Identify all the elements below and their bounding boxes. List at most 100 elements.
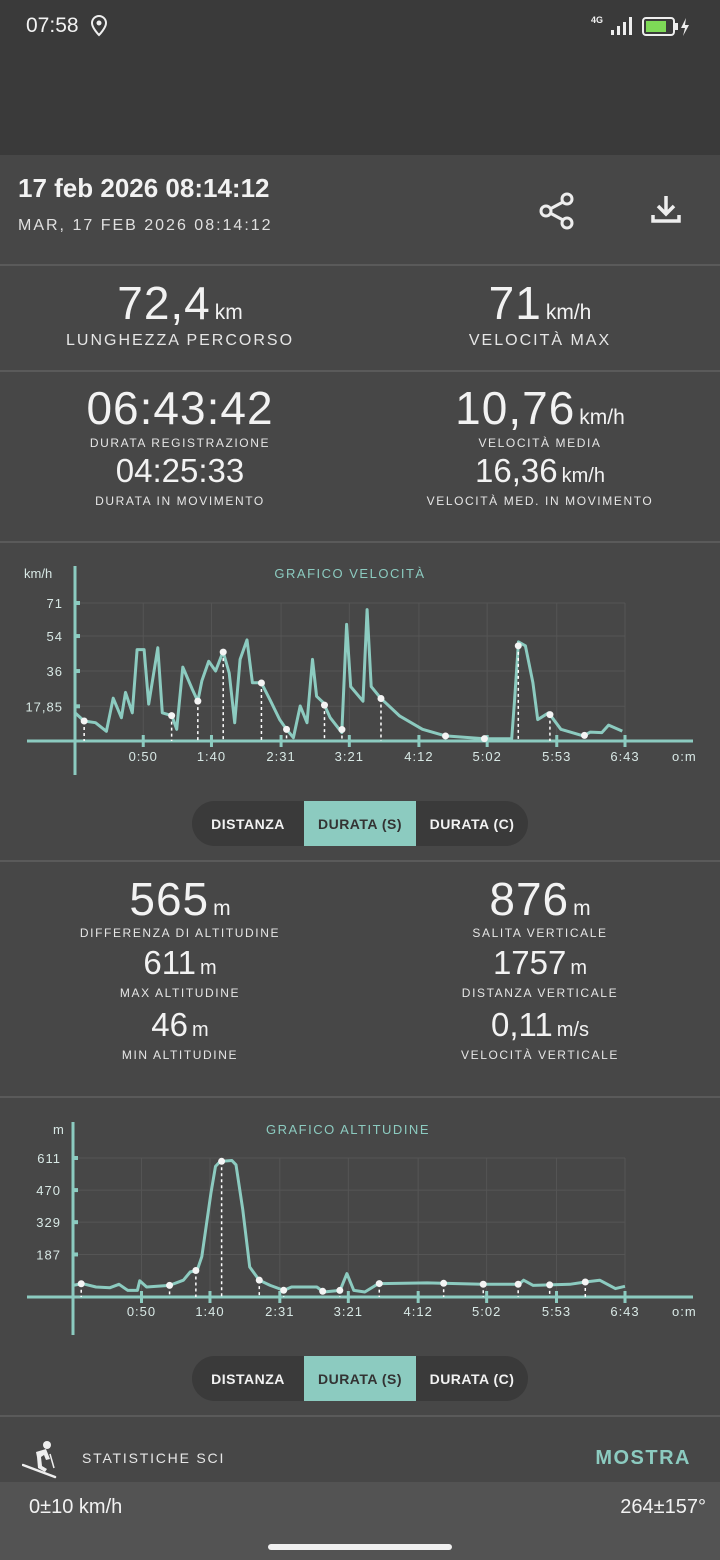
stat-unit: m/s [556,1019,589,1041]
x-axis-unit: o:m [672,749,697,764]
stat-value: 876 [489,873,570,925]
toggle-duration-s[interactable]: DURATA (S) [304,801,416,846]
data-marker [580,731,588,739]
stat-value: 0,11 [491,1006,553,1043]
x-tick-label: 5:53 [542,1304,571,1319]
stat-label: DURATA REGISTRAZIONE [89,436,271,450]
data-marker [546,1281,554,1289]
data-marker [283,725,291,733]
stat-length: 72,4 km LUNGHEZZA PERCORSO [0,276,360,350]
stat-max-speed: 71 km/h VELOCITÀ MAX [360,276,720,350]
data-marker [219,648,227,656]
data-marker [546,711,554,719]
y-tick-label: 329 [36,1215,61,1230]
stat-duration: 06:43:42 DURATA REGISTRAZIONE 04:25:33 D… [0,381,360,508]
toggle-duration-s[interactable]: DURATA (S) [304,1356,416,1401]
data-marker [80,717,88,725]
x-tick-label: 5:53 [542,749,571,764]
data-marker [319,1287,327,1295]
stat-unit: km/h [579,406,625,429]
x-tick-label: 4:12 [404,749,433,764]
y-tick-label: 71 [47,596,63,611]
data-marker [192,1267,200,1275]
x-tick-label: 5:02 [472,1304,501,1319]
stat-unit: km/h [561,465,605,487]
divider [0,860,720,862]
stat-altitude-right: 876 m SALITA VERTICALE 1757 m DISTANZA VER… [360,872,720,1062]
network-type: 4G [591,15,604,25]
stat-label: LUNGHEZZA PERCORSO [65,332,295,349]
data-line [73,608,623,741]
x-tick-label: 0:50 [129,749,158,764]
x-tick-label: 2:31 [265,1304,294,1319]
y-axis-unit: km/h [24,566,52,581]
y-axis-unit: m [53,1122,64,1137]
data-marker [338,726,346,734]
data-marker [336,1286,344,1294]
stat-label: MAX ALTITUDINE [119,986,241,1000]
toggle-duration-c[interactable]: DURATA (C) [429,1370,515,1387]
stat-label: VELOCITÀ MAX [468,332,612,349]
stat-unit: m [573,897,591,920]
x-tick-label: 2:31 [266,749,295,764]
y-tick-label: 54 [47,629,63,644]
stat-value: 1757 [492,944,567,981]
data-marker [442,732,450,740]
y-tick-label: 36 [47,664,63,679]
page-title: 17 feb 2026 08:14:12 [18,173,270,203]
data-marker [166,1281,174,1289]
stat-value: 611 [143,944,196,981]
stat-avg-speed: 10,76 km/h VELOCITÀ MEDIA 16,36 km/h VELOC… [360,381,720,508]
stat-label: VELOCITÀ MEDIA [478,436,602,450]
data-line [72,1159,626,1294]
data-marker [218,1157,226,1165]
share-icon[interactable] [538,192,576,230]
signal-icon [611,17,632,35]
stat-unit: m [213,897,231,920]
stat-label: VELOCITÀ MED. IN MOVIMENTO [426,494,654,508]
toggle-distance[interactable]: DISTANZA [211,1370,285,1387]
chart-title: GRAFICO VELOCITÀ [274,566,425,581]
stat-value: 72,4 [117,277,211,329]
data-marker [280,1286,288,1294]
ski-summary-row: 0±10 km/h 264±157° [0,1482,720,1560]
show-ski-stats-button[interactable]: MOSTRA [595,1447,691,1469]
stat-altitude-left: 565 m DIFFERENZA DI ALTITUDINE 611 m MAX A… [0,872,360,1062]
altitude-chart-mode-toggle: DISTANZA DURATA (S) DURATA (C) [192,1356,528,1401]
data-marker [480,735,488,743]
data-marker [168,712,176,720]
stat-label: MIN ALTITUDINE [121,1048,239,1062]
data-marker [255,1276,263,1284]
toggle-duration-c[interactable]: DURATA (C) [429,815,515,832]
status-time: 07:58 [26,14,79,37]
data-marker [257,679,265,687]
speed-chart: GRAFICO VELOCITÀ km/h o:m 0:50 1:40 2:31 3:21 4… [24,566,697,775]
divider [0,264,720,266]
data-marker [77,1280,85,1288]
stat-value: 46 [151,1006,189,1043]
stat-value: 10,76 [455,382,576,434]
divider [0,1096,720,1098]
stat-unit: m [192,1019,209,1041]
x-tick-label: 1:40 [195,1304,224,1319]
y-tick-label: 470 [36,1183,61,1198]
stat-label: DIFFERENZA DI ALTITUDINE [79,926,281,940]
battery-icon [642,17,689,36]
stat-value: 16,36 [475,452,558,489]
stat-label: VELOCITÀ VERTICALE [461,1048,619,1062]
ski-speed-value: 0±10 km/h [29,1496,123,1518]
download-icon[interactable] [650,193,682,225]
toggle-distance[interactable]: DISTANZA [211,815,285,832]
y-tick-label: 17,85 [25,699,63,714]
location-icon [90,15,108,37]
stat-value: 04:25:33 [115,452,245,489]
speed-chart-mode-toggle: DISTANZA DURATA (S) DURATA (C) [192,801,528,846]
stat-unit: m [199,957,217,979]
home-indicator[interactable] [268,1544,452,1550]
data-marker [440,1279,448,1287]
status-bar: 07:58 4G [0,0,720,155]
stat-unit: km/h [545,301,592,324]
x-tick-label: 1:40 [197,749,226,764]
x-tick-label: 5:02 [473,749,502,764]
data-marker [377,694,385,702]
